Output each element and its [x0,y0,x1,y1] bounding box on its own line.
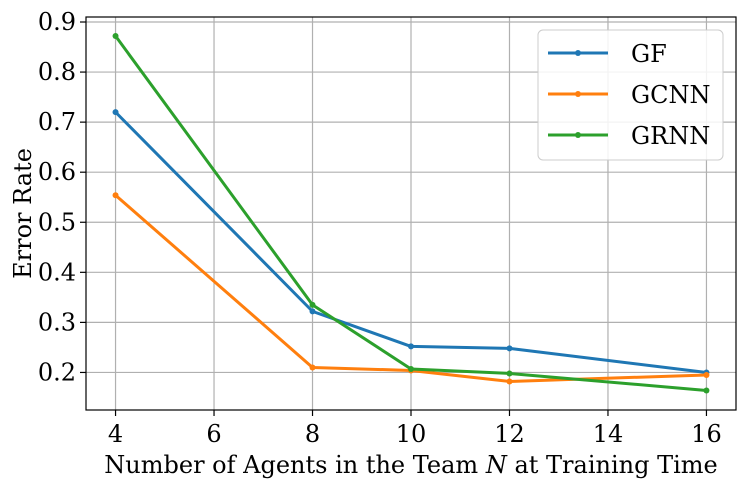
y-tick-label: 0.3 [38,308,76,336]
data-point-gcnn [112,192,119,199]
legend-box [537,29,724,161]
series-lines [112,33,710,394]
y-tick-label: 0.8 [38,58,76,86]
x-tick-label: 16 [691,420,722,448]
y-tick-label: 0.9 [38,8,76,36]
y-tick-label: 0.4 [38,258,76,286]
legend-label-gcnn: GCNN [631,81,711,109]
data-point-gf [112,109,119,116]
legend-label-grnn: GRNN [631,122,710,150]
x-tick-label: 6 [206,420,221,448]
y-axis-label: Error Rate [9,148,37,279]
data-point-grnn [703,387,710,394]
data-point-gcnn [703,371,710,378]
data-point-grnn [112,33,119,40]
data-point-gf [506,345,513,352]
data-point-gf [408,343,414,350]
axis-ticks: 4 6 8 10 12 14 16 0.2 0.3 0.4 0.5 0.6 0.7 0.8 0.9 [38,8,722,448]
y-tick-label: 0.2 [38,358,76,386]
data-point-grnn [506,370,513,377]
x-tick-label: 12 [494,420,525,448]
x-tick-label: 4 [108,420,123,448]
y-tick-label: 0.7 [38,108,76,136]
x-tick-label: 10 [396,420,427,448]
x-axis-label: Number of Agents in the Team N at Traini… [104,451,717,479]
data-point-gcnn [506,378,513,385]
data-point-gcnn [309,364,316,371]
data-point-grnn [408,365,414,372]
data-point-gf [309,308,316,315]
x-tick-label: 14 [593,420,624,448]
y-tick-label: 0.5 [38,208,76,236]
x-tick-label: 8 [305,420,320,448]
legend-marker-grnn [575,132,581,138]
legend-label-gf: GF [631,40,667,68]
y-tick-label: 0.6 [38,158,76,186]
legend-marker-gcnn [575,91,581,97]
legend-marker-gf [575,50,581,56]
legend: GF GCNN GRNN [537,29,724,161]
data-point-grnn [309,301,316,308]
